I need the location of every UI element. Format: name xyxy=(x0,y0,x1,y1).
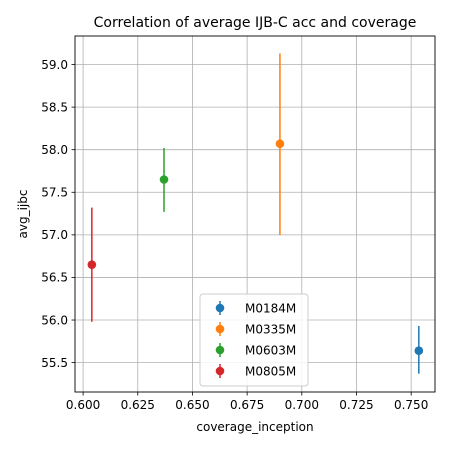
x-axis-label: coverage_inception xyxy=(196,420,313,434)
plot-frame xyxy=(74,35,436,393)
data-point-m0805m xyxy=(87,260,97,269)
data-layer xyxy=(87,53,424,374)
y-tick-label: 58.0 xyxy=(41,143,68,157)
y-tick-label: 56.0 xyxy=(41,313,68,327)
y-ticks: 55.5 56.0 56.5 57.0 57.5 58.0 58.5 59.0 xyxy=(41,58,75,370)
legend-marker xyxy=(215,366,225,376)
x-ticks: 0.600 0.625 0.650 0.675 0.700 0.725 0.750 xyxy=(66,392,428,412)
y-tick-label: 56.5 xyxy=(41,271,68,285)
x-tick-label: 0.625 xyxy=(121,398,155,412)
legend-marker xyxy=(215,345,225,355)
grid-lines xyxy=(75,36,435,392)
x-tick-label: 0.750 xyxy=(394,398,428,412)
y-axis-label: avg_ijbc xyxy=(16,190,30,239)
legend-marker xyxy=(215,324,225,334)
x-tick-label: 0.650 xyxy=(175,398,209,412)
data-point-m0603m xyxy=(159,175,169,184)
y-tick-label: 58.5 xyxy=(41,100,68,114)
y-tick-label: 57.5 xyxy=(41,186,68,200)
data-point-m0335m xyxy=(275,139,285,149)
legend-label: M0603M xyxy=(245,343,296,357)
legend-box xyxy=(199,293,309,387)
legend-marker xyxy=(215,303,225,313)
x-tick-label: 0.600 xyxy=(66,398,100,412)
x-tick-label: 0.700 xyxy=(285,398,319,412)
legend-label: M0335M xyxy=(245,322,296,336)
y-tick-label: 59.0 xyxy=(41,58,68,72)
legend-label: M0184M xyxy=(245,301,296,315)
legend: M0184M M0335M M0603M M0805M xyxy=(199,293,309,387)
data-point-m0184m xyxy=(414,346,424,355)
y-tick-label: 57.0 xyxy=(41,228,68,242)
chart-title: Correlation of average IJB-C acc and cov… xyxy=(94,15,417,31)
legend-label: M0805M xyxy=(245,364,296,378)
x-tick-label: 0.725 xyxy=(339,398,373,412)
y-tick-label: 55.5 xyxy=(41,356,68,370)
x-tick-label: 0.675 xyxy=(230,398,264,412)
